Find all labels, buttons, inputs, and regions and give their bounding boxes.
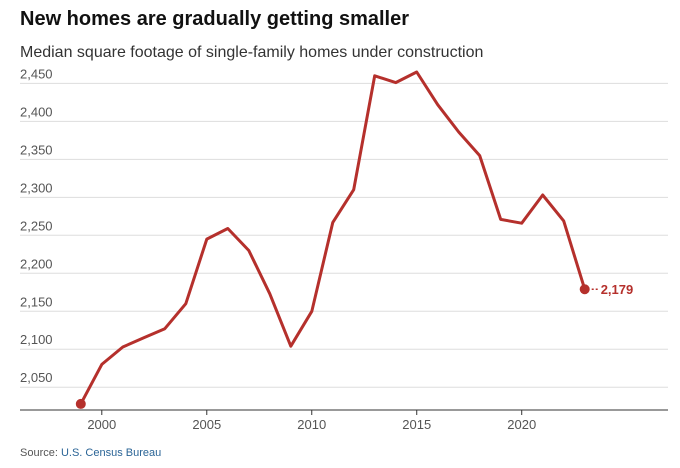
x-axis: 2000 2005 2010 2015 2020 bbox=[20, 409, 668, 432]
x-tick-label: 2005 bbox=[192, 417, 221, 432]
chart-subtitle: Median square footage of single-family h… bbox=[20, 44, 484, 61]
start-point bbox=[75, 398, 86, 409]
y-tick-label: 2,350 bbox=[20, 142, 53, 157]
annotation-label: 2,179 bbox=[601, 282, 634, 297]
source-link[interactable]: U.S. Census Bureau bbox=[60, 447, 162, 459]
y-tick-label: 2,200 bbox=[20, 256, 53, 271]
annotation-layer: 2,179 bbox=[591, 282, 634, 297]
y-tick-label: 2,450 bbox=[20, 66, 53, 81]
x-tick-label: 2000 bbox=[87, 417, 116, 432]
y-tick-label: 2,250 bbox=[20, 218, 53, 233]
line-chart: 2,050 2,100 2,150 2,200 2,250 2,300 2,350 2,400… bbox=[20, 66, 668, 432]
y-axis-labels: 2,050 2,100 2,150 2,200 2,250 2,300 2,350 2,400… bbox=[20, 66, 53, 385]
end-point bbox=[579, 284, 590, 295]
source-prefix: Source: bbox=[20, 447, 61, 459]
y-tick-label: 2,150 bbox=[20, 294, 53, 309]
x-tick-label: 2010 bbox=[297, 417, 326, 432]
chart-title: New homes are gradually getting smaller bbox=[20, 8, 410, 30]
y-tick-label: 2,100 bbox=[20, 332, 53, 347]
gridlines bbox=[20, 82, 668, 388]
y-tick-label: 2,400 bbox=[20, 104, 53, 119]
y-tick-label: 2,050 bbox=[20, 370, 53, 385]
series-layer bbox=[75, 70, 590, 409]
x-tick-label: 2020 bbox=[507, 417, 536, 432]
source-note: Source: U.S. Census Bureau bbox=[20, 447, 161, 459]
series-line bbox=[79, 70, 587, 406]
x-tick-label: 2015 bbox=[402, 417, 431, 432]
y-tick-label: 2,300 bbox=[20, 180, 53, 195]
